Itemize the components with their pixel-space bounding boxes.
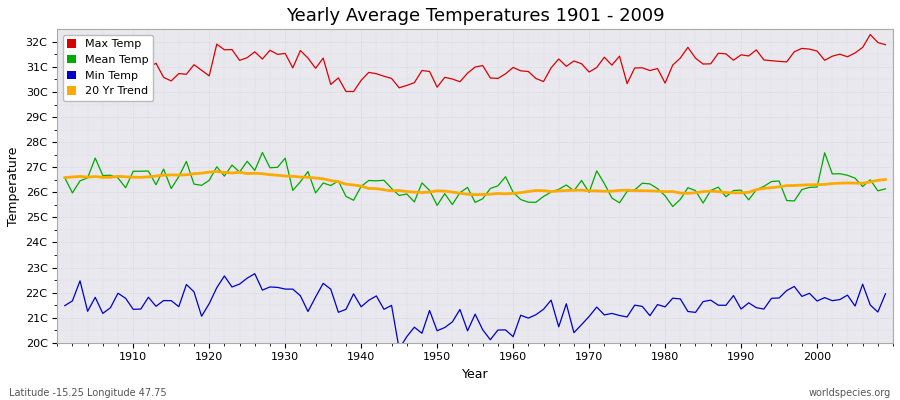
Legend: Max Temp, Mean Temp, Min Temp, 20 Yr Trend: Max Temp, Mean Temp, Min Temp, 20 Yr Tre… xyxy=(63,35,153,101)
X-axis label: Year: Year xyxy=(462,368,489,381)
Title: Yearly Average Temperatures 1901 - 2009: Yearly Average Temperatures 1901 - 2009 xyxy=(286,7,664,25)
Text: worldspecies.org: worldspecies.org xyxy=(809,388,891,398)
Y-axis label: Temperature: Temperature xyxy=(7,146,20,226)
Text: Latitude -15.25 Longitude 47.75: Latitude -15.25 Longitude 47.75 xyxy=(9,388,166,398)
